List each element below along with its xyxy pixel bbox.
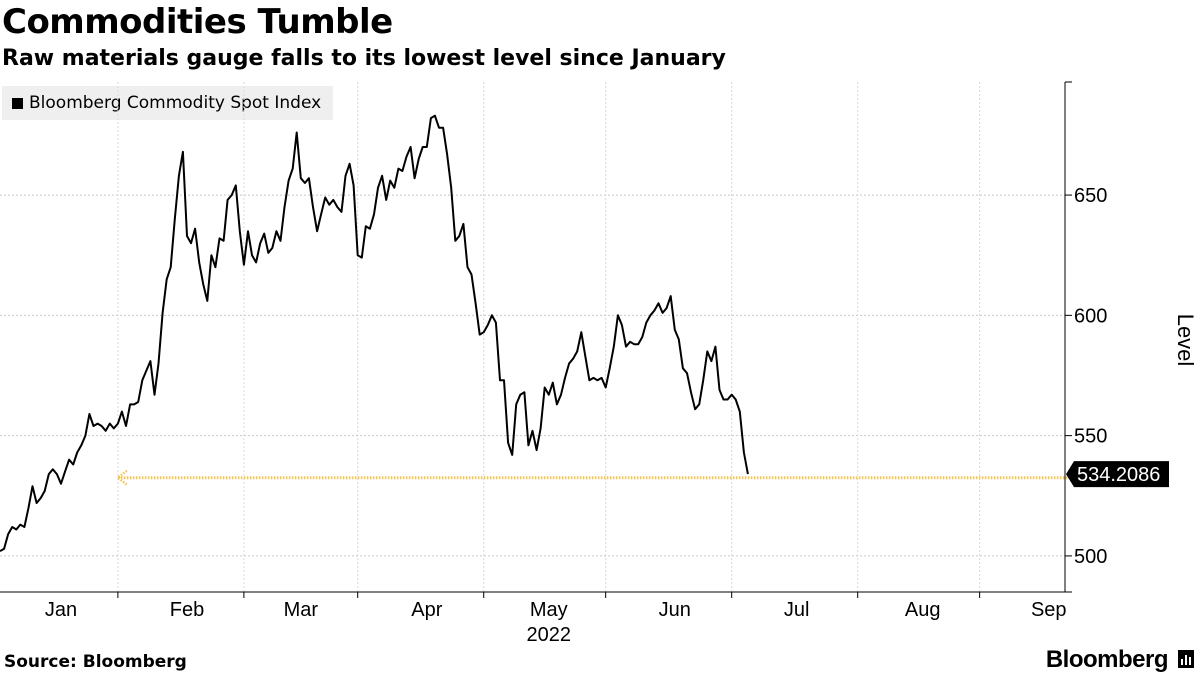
legend: Bloomberg Commodity Spot Index — [2, 86, 334, 120]
x-tick-label: Feb — [170, 599, 204, 621]
last-value-badge-bg — [1066, 461, 1169, 488]
legend-swatch-icon — [12, 97, 23, 109]
chart-subtitle: Raw materials gauge falls to its lowest … — [2, 46, 726, 71]
series-layer — [0, 114, 749, 552]
x-tick-label: Aug — [905, 599, 941, 621]
x-year-label: 2022 — [527, 624, 572, 646]
y-tick-label: 600 — [1074, 305, 1107, 327]
chart-title: Commodities Tumble — [2, 2, 393, 42]
legend-label: Bloomberg Commodity Spot Index — [29, 93, 322, 113]
x-tick-label: May — [530, 599, 568, 621]
x-tick-label: Apr — [411, 599, 442, 621]
bars-icon — [1178, 650, 1194, 668]
brand-logo: Bloomberg — [1045, 646, 1169, 673]
source-note: Source: Bloomberg — [4, 652, 187, 672]
axes: 500 550 600 650 Jan Feb Mar Apr May Jun Jul Aug Sep 2… — [0, 81, 1198, 646]
x-tick-label: Mar — [284, 599, 319, 621]
reference-arrowhead-icon — [115, 469, 128, 486]
y-tick-label: 500 — [1074, 546, 1107, 568]
x-tick-label: Jan — [45, 599, 77, 621]
x-tick-label: Sep — [1031, 599, 1067, 621]
x-tick-label: Jun — [659, 599, 691, 621]
y-tick-label: 650 — [1074, 185, 1107, 207]
y-tick-label: 550 — [1074, 426, 1107, 448]
x-tick-label: Jul — [784, 599, 810, 621]
y-axis-title: Level — [1173, 314, 1198, 367]
last-value-badge: 534.2086 — [1066, 461, 1169, 488]
last-value-label: 534.2086 — [1077, 464, 1160, 486]
reference-layer — [115, 469, 1070, 486]
series-line-bloomberg-commodity-spot-index — [0, 114, 749, 552]
